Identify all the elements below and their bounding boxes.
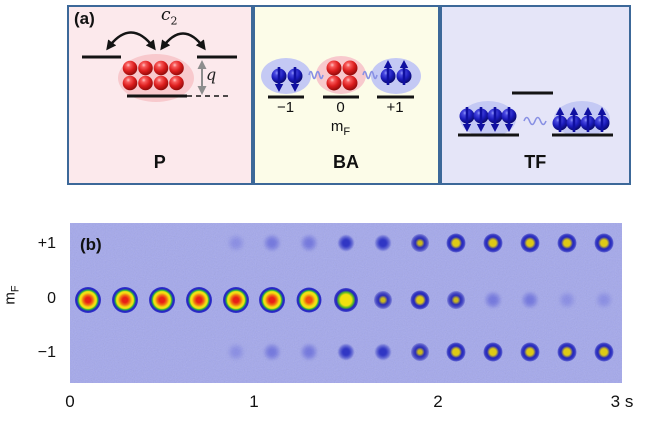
cloud-spot-mf−1-t2.3	[483, 342, 503, 362]
cloud-spot-mf0-t1.3	[296, 287, 322, 313]
y-axis-title: mF	[2, 285, 22, 304]
cloud-spot-mf0-t0.5	[149, 287, 175, 313]
cloud-spot-mf−1-t2.7	[557, 342, 577, 362]
cloud-spot-mf0-t0.9	[222, 287, 249, 313]
subpanel-ba-title: BA	[333, 152, 359, 172]
cloud-spot-mf0-t1.5	[334, 288, 358, 312]
subpanel-ba: −1 0 +1 mF BA	[252, 5, 440, 185]
cloud-spot-mf+1-t2.3	[483, 233, 503, 253]
y-axis-label-zero: 0	[47, 290, 56, 307]
cloud-spot-mf0-t2.3	[484, 291, 502, 309]
cloud-spot-mf−1-t2.1	[446, 342, 466, 362]
ba-level-label-zero: 0	[336, 99, 345, 116]
y-axis-label-plus1: +1	[37, 235, 56, 252]
x-tick-0: 0	[65, 392, 75, 411]
ba-mf-axis-label: mF	[323, 118, 359, 138]
ba-diagram	[260, 56, 421, 99]
panel-a-label: (a)	[74, 9, 95, 28]
subpanel-tf: TF	[439, 5, 631, 185]
cloud-spot-mf0-t2.7	[558, 291, 576, 309]
cloud-spot-mf+1-t1.7	[374, 235, 391, 251]
cloud-spot-mf+1-t2.9	[594, 233, 614, 253]
cloud-spot-mf0-t2.1	[447, 291, 466, 309]
subpanel-p-title: P	[153, 152, 166, 172]
cloud-spot-mf−1-t2.9	[594, 342, 614, 362]
p-diagram	[82, 31, 237, 102]
cloud-spot-mf−1-t1.9	[410, 343, 429, 361]
cloud-spot-mf+1-t1.3	[300, 234, 318, 252]
mf-base: m	[330, 118, 344, 135]
x-tick-2: 2	[433, 392, 443, 411]
cloud-spot-mf+1-t2.1	[446, 233, 466, 253]
cloud-spot-mf0-t2.5	[521, 291, 539, 309]
mf-subscript: F	[343, 126, 351, 138]
subpanel-tf-title: TF	[524, 152, 547, 172]
cloud-spot-mf−1-t1.3	[300, 343, 318, 361]
cloud-spot-mf+1-t1.1	[263, 234, 281, 252]
cloud-spot-mf−1-t1.1	[263, 343, 281, 361]
cloud-spot-mf0-t0.7	[185, 287, 212, 313]
cloud-spot-mf−1-t0.9	[227, 343, 245, 361]
ba-level-label-minus1: −1	[276, 99, 295, 116]
cloud-spot-mf+1-t1.5	[338, 235, 354, 251]
cloud-spot-mf0-t1.9	[410, 290, 430, 310]
panel-b-label: (b)	[80, 235, 102, 254]
tf-diagram	[457, 91, 613, 137]
cloud-spot-mf−1-t1.7	[374, 344, 391, 360]
cloud-spot-mf+1-t2.5	[520, 233, 540, 253]
panel-a: (a) c2 q P −1 0 +1 mF BA TF	[67, 5, 631, 185]
y-axis-title-subscript: F	[9, 285, 22, 293]
absorption-strip: (b)	[70, 223, 622, 383]
ba-level-label-plus1: +1	[386, 99, 404, 116]
cloud-spot-mf−1-t1.5	[338, 344, 354, 360]
cloud-spot-mf0-t2.9	[595, 291, 613, 309]
cloud-spot-mf0-t1.1	[259, 287, 286, 313]
x-tick-1: 1	[249, 392, 259, 411]
c2-base: c	[161, 5, 171, 25]
y-axis-label-minus1: −1	[37, 344, 56, 361]
q-quadratic-zeeman-label: q	[206, 65, 217, 84]
cloud-spot-mf+1-t2.7	[557, 233, 577, 253]
subpanel-p: (a) c2 q P	[67, 5, 253, 185]
cloud-spot-mf+1-t0.9	[227, 234, 245, 252]
x-tick-3: 3 s	[610, 392, 634, 411]
cloud-spot-mf0-t0.1	[75, 287, 102, 313]
c2-subscript: 2	[170, 14, 178, 28]
cloud-spot-mf+1-t1.9	[410, 234, 429, 252]
y-axis-title-base: m	[1, 292, 19, 305]
cloud-spot-mf−1-t2.5	[520, 342, 540, 362]
c2-coupling-label: c2	[161, 6, 178, 27]
cloud-spot-mf0-t0.3	[112, 287, 139, 313]
cloud-spot-mf0-t1.7	[373, 291, 392, 309]
